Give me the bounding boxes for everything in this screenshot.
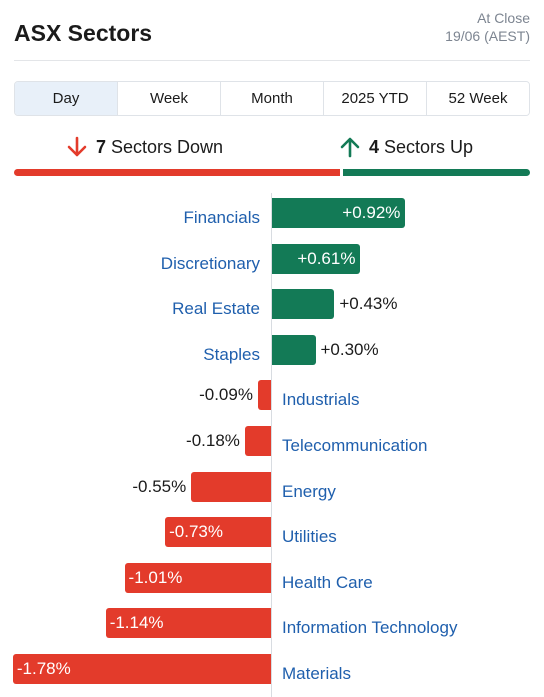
sector-bar (165, 517, 271, 548)
sector-change-value: -1.01% (128, 567, 183, 587)
sector-row[interactable]: +0.92% Financials (0, 198, 544, 228)
sector-bar (244, 426, 271, 456)
sector-row[interactable]: -1.01% Health Care (0, 562, 544, 593)
sector-name-link[interactable]: Financials (183, 208, 260, 227)
sector-change-value: -0.18% (186, 431, 240, 450)
sectors-down-summary: 7 Sectors Down (67, 134, 223, 160)
tab-day[interactable]: Day (15, 82, 118, 115)
tab-week[interactable]: Week (118, 82, 221, 115)
sector-bar (272, 243, 361, 274)
arrow-down-icon (67, 136, 87, 158)
sector-row[interactable]: -1.78% Materials (0, 654, 544, 684)
sector-row[interactable]: +0.30% Staples (0, 334, 544, 365)
sector-row[interactable]: -1.14% Information Technology (0, 608, 544, 639)
sector-bar (257, 380, 271, 411)
sector-change-value: +0.30% (320, 339, 379, 359)
header-divider (14, 60, 530, 61)
as-of-status: At Close (477, 10, 530, 26)
sector-row[interactable]: +0.43% Real Estate (0, 289, 544, 320)
sectors-down-count: 7 (96, 136, 107, 157)
tab-52-week[interactable]: 52 Week (427, 82, 529, 115)
sector-name-link[interactable]: Staples (203, 344, 260, 364)
sectors-down-label: Sectors Down (111, 136, 224, 157)
sector-row[interactable]: -0.55% Energy (0, 471, 544, 502)
sector-change-value: +0.43% (339, 294, 398, 314)
sector-change-value: -1.14% (109, 613, 164, 633)
tab-month[interactable]: Month (221, 82, 324, 115)
sector-bar (105, 608, 271, 639)
sector-name-link[interactable]: Materials (282, 664, 351, 683)
ratio-bar-up (343, 169, 530, 176)
sector-row[interactable]: -0.73% Utilities (0, 517, 544, 548)
sector-row[interactable]: -0.09% Industrials (0, 380, 544, 411)
as-of-date: 19/06 (AEST) (445, 28, 530, 44)
period-tabs: Day Week Month 2025 YTD 52 Week (14, 81, 530, 116)
sectors-up-label: Sectors Up (384, 136, 474, 157)
sector-name-link[interactable]: Discretionary (160, 253, 260, 273)
arrow-up-icon (340, 136, 360, 158)
sector-name-link[interactable]: Health Care (282, 572, 373, 592)
sector-name-link[interactable]: Telecommunication (282, 436, 428, 455)
sector-name-link[interactable]: Utilities (282, 527, 337, 547)
sector-change-value: +0.61% (297, 248, 356, 268)
up-down-ratio-bar (14, 169, 530, 176)
sector-change-value: -1.78% (16, 659, 71, 678)
sector-name-link[interactable]: Information Technology (282, 618, 458, 638)
sector-bar (272, 289, 335, 320)
sector-change-value: -0.09% (199, 385, 253, 405)
sector-bar (272, 334, 316, 365)
ratio-bar-down (14, 169, 341, 176)
sector-bar (191, 471, 271, 502)
tab-2025-ytd[interactable]: 2025 YTD (324, 82, 427, 115)
sector-bar (272, 198, 406, 228)
sector-change-value: +0.92% (342, 203, 401, 222)
sector-row[interactable]: -0.18% Telecommunication (0, 426, 544, 456)
as-of-timestamp: At Close 19/06 (AEST) (445, 9, 530, 45)
sector-name-link[interactable]: Energy (282, 481, 336, 501)
sector-bar (12, 654, 271, 684)
sector-row[interactable]: +0.61% Discretionary (0, 243, 544, 274)
page-title: ASX Sectors (14, 20, 153, 46)
sector-change-value: -0.55% (132, 476, 187, 496)
sector-bar (124, 562, 271, 593)
sector-name-link[interactable]: Industrials (282, 390, 360, 410)
sectors-up-summary: 4 Sectors Up (340, 134, 473, 160)
sector-change-value: -0.73% (169, 522, 224, 542)
sector-name-link[interactable]: Real Estate (172, 299, 260, 319)
zero-axis-line (271, 193, 272, 697)
sectors-up-count: 4 (369, 136, 380, 157)
